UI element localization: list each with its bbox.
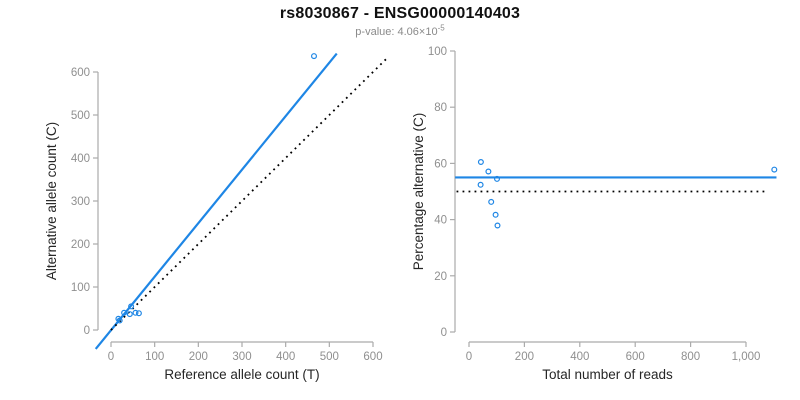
- y-axis-label: Alternative allele count (C): [44, 122, 59, 280]
- y-tick-label: 400: [71, 153, 90, 165]
- x-tick-label: 500: [320, 351, 339, 363]
- data-point: [477, 181, 484, 188]
- x-tick-label: 0: [108, 351, 114, 363]
- x-tick-label: 800: [681, 351, 700, 363]
- y-tick-label: 500: [71, 110, 90, 122]
- data-point: [488, 198, 495, 205]
- data-point: [121, 309, 128, 316]
- fit-line: [94, 52, 338, 350]
- x-axis-label: Reference allele count (T): [164, 367, 319, 382]
- y-tick-label: 100: [428, 46, 447, 58]
- pvalue-exponent: -5: [437, 23, 445, 33]
- y-tick-label: 80: [434, 102, 447, 114]
- y-tick-label: 40: [434, 215, 447, 227]
- x-tick-label: 200: [189, 351, 208, 363]
- data-point: [132, 309, 139, 316]
- pvalue-text: p-value: 4.06×10: [355, 26, 438, 38]
- data-point: [494, 175, 501, 182]
- x-tick-label: 300: [232, 351, 251, 363]
- panel-right: 0 200 400 600 800 1,000 0 20 40 60 80 100 Total numb…: [411, 46, 778, 382]
- y-tick-label: 20: [434, 271, 447, 283]
- figure-subtitle-pvalue: p-value: 4.06×10-5: [0, 23, 800, 38]
- y-tick-label: 200: [71, 239, 90, 251]
- y-tick-label: 300: [71, 196, 90, 208]
- data-point: [126, 311, 133, 318]
- figure-title: rs8030867 - ENSG00000140403: [279, 5, 521, 22]
- x-axis-label: Total number of reads: [542, 367, 673, 382]
- data-point: [128, 303, 135, 310]
- data-point: [477, 159, 484, 166]
- x-tick-label: 400: [276, 351, 295, 363]
- data-point: [494, 222, 501, 229]
- panel-left: 0 100 200 300 400 500 600 0 100 200 300 400 500 600 Re…: [44, 52, 389, 382]
- y-tick-label: 600: [71, 67, 90, 79]
- x-tick-label: 600: [363, 351, 382, 363]
- x-tick-label: 200: [515, 351, 534, 363]
- data-point: [311, 53, 318, 60]
- data-point: [135, 310, 142, 317]
- data-point: [771, 166, 778, 173]
- y-axis-label: Percentage alternative (C): [411, 113, 426, 271]
- x-tick-label: 0: [466, 351, 472, 363]
- identity-line: [110, 57, 389, 331]
- x-tick-label: 1,000: [732, 351, 761, 363]
- x-tick-label: 100: [145, 351, 164, 363]
- y-tick-label: 60: [434, 158, 447, 170]
- y-tick-label: 0: [441, 327, 447, 339]
- x-tick-label: 400: [570, 351, 589, 363]
- data-point: [116, 317, 123, 324]
- data-point: [485, 168, 492, 175]
- data-point: [492, 211, 499, 218]
- y-tick-label: 100: [71, 282, 90, 294]
- y-tick-label: 0: [84, 325, 90, 337]
- x-tick-label: 600: [626, 351, 645, 363]
